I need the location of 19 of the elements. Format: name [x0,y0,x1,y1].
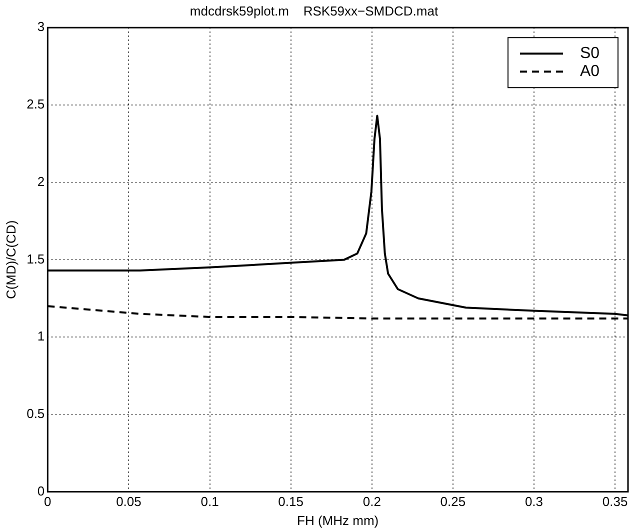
x-tick-label: 0.3 [524,494,544,510]
y-tick-label: 0.5 [26,406,45,422]
x-tick-label: 0.05 [116,494,142,510]
y-tick-label: 1.5 [26,251,45,266]
x-tick-label: 0.15 [278,494,304,510]
x-axis-title: FH (MHz mm) [297,512,379,528]
chart-title: mdcdrsk59plot.m RSK59xx−SMDCD.mat [190,3,438,18]
legend-label: A0 [580,63,600,80]
y-tick-label: 0 [37,483,45,498]
x-tick-label: 0.35 [602,494,628,510]
y-axis-title: C(MD)/C(CD) [3,220,18,300]
x-tick-label: 0.25 [440,494,466,510]
y-tick-label: 1 [37,328,45,344]
y-tick-label: 3 [37,19,45,34]
x-tick-label: 0.2 [362,494,381,510]
y-tick-label: 2.5 [26,96,45,112]
y-tick-label: 2 [37,174,45,189]
legend-label: S0 [580,45,600,62]
x-tick-label: 0.1 [200,494,219,510]
